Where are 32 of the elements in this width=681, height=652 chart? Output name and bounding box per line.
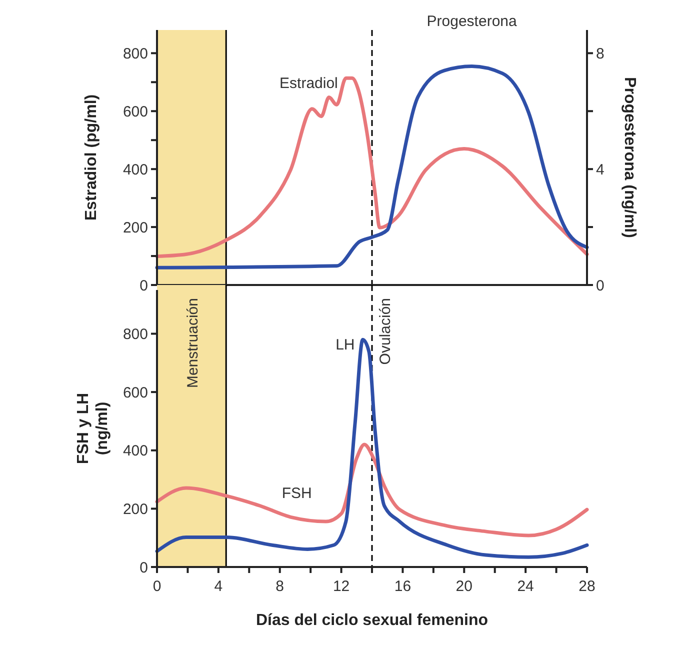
x-tick-label: 12 — [332, 578, 350, 595]
ref-line-label: Ovulación — [377, 298, 394, 365]
y-tick-label: 200 — [122, 219, 148, 236]
line-series — [155, 442, 589, 538]
x-tick-label: 28 — [578, 578, 596, 595]
y2-tick-label: 4 — [596, 161, 604, 178]
x-axis-title: Días del ciclo sexual femenino — [256, 612, 488, 629]
y-tick-label: 400 — [122, 161, 148, 178]
series-label: FSH — [282, 484, 312, 502]
y-tick-label: 600 — [122, 103, 148, 120]
y-tick-label: 200 — [122, 500, 148, 518]
y2-tick-label: 0 — [596, 277, 604, 294]
y-tick-label: 0 — [140, 559, 148, 576]
x-tick-label: 8 — [276, 578, 284, 595]
x-tick-label: 4 — [214, 578, 223, 595]
band-label: Menstruación — [184, 298, 202, 388]
y-tick-label: 800 — [122, 326, 148, 343]
y-axis-title: FSH y LH (ng/ml) — [75, 392, 111, 464]
y-tick-label: 400 — [122, 442, 148, 460]
x-tick-label: 0 — [152, 578, 162, 595]
y-tick-label: 600 — [122, 384, 148, 402]
x-tick-label: 24 — [517, 578, 534, 595]
x-tick-label: 20 — [456, 578, 472, 595]
y2-tick-label: 8 — [596, 45, 604, 62]
text: Progesterona — [426, 13, 518, 30]
y-tick-label: 800 — [122, 45, 148, 62]
x-tick-label: 16 — [394, 578, 412, 595]
series-label: LH — [336, 336, 355, 354]
y-axis-title: Estradiol (pg/ml) — [83, 94, 100, 221]
y-tick-label: 0 — [140, 277, 148, 294]
series-label: Estradiol — [280, 75, 338, 92]
y2-axis-title: Progesterona (ng/ml) — [621, 77, 638, 238]
